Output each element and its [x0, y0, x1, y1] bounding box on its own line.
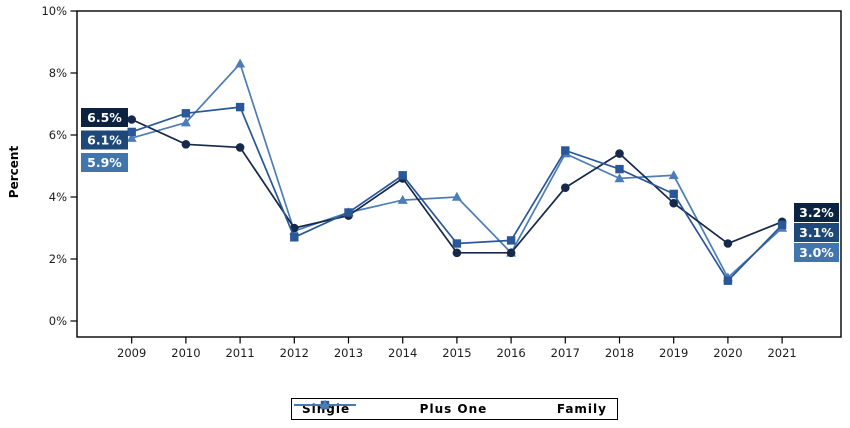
value-label-right-0: 3.2%	[799, 205, 834, 220]
x-axis-tick-label: 2009	[117, 346, 146, 360]
data-point-square-plus-one	[181, 109, 191, 118]
data-point-triangle-family	[180, 117, 191, 127]
data-point-circle-single	[452, 248, 462, 258]
data-point-triangle-family	[235, 58, 246, 68]
legend-label-plus-one: Plus One	[419, 402, 488, 416]
data-point-square-plus-one	[506, 236, 516, 245]
data-point-circle-single	[181, 140, 191, 149]
data-point-triangle-family	[126, 132, 137, 142]
value-label-box-right-1	[794, 223, 839, 242]
legend-marker-triangle-icon	[294, 399, 356, 409]
data-point-circle-single	[561, 183, 570, 192]
value-label-right-1: 3.1%	[799, 225, 834, 240]
x-axis-tick-label: 2011	[225, 346, 254, 360]
data-point-square-plus-one	[127, 127, 136, 137]
plot-frame	[76, 10, 842, 338]
value-label-box-left-1	[81, 130, 128, 150]
data-point-square-plus-one	[344, 208, 353, 217]
data-point-square-plus-one	[290, 233, 299, 242]
legend-item-family: Family	[294, 399, 607, 416]
x-axis-tick-label: 2010	[171, 346, 200, 360]
value-label-box-right-0	[794, 203, 839, 222]
x-axis-tick-label: 2019	[659, 346, 688, 360]
y-axis-tick-label: 8%	[49, 66, 67, 80]
data-point-triangle-family	[614, 173, 625, 183]
y-axis-tick-label: 0%	[49, 314, 67, 328]
data-point-square-plus-one	[669, 189, 678, 199]
data-point-circle-single	[615, 149, 624, 158]
data-point-circle-single	[506, 248, 516, 258]
data-point-circle-single	[127, 115, 136, 124]
data-point-circle-single	[235, 143, 245, 152]
x-axis-tick-label: 2017	[551, 346, 580, 360]
value-label-left-1: 6.1%	[87, 133, 122, 148]
data-point-triangle-family	[668, 170, 679, 180]
data-point-square-plus-one	[561, 146, 570, 155]
y-axis-tick-label: 6%	[49, 128, 67, 142]
data-point-square-plus-one	[235, 102, 245, 112]
data-point-square-plus-one	[452, 239, 462, 248]
legend-item-plus-one: Plus One	[294, 400, 488, 416]
data-point-triangle-family	[451, 191, 462, 201]
y-axis-tick-label: 10%	[41, 4, 67, 18]
value-label-box-left-0	[81, 108, 128, 127]
x-axis-tick-label: 2014	[388, 346, 417, 360]
data-point-circle-single	[723, 239, 733, 248]
x-axis-tick-label: 2020	[713, 346, 742, 360]
y-axis-tick-label: 4%	[49, 190, 67, 204]
value-label-right-2: 3.0%	[799, 245, 834, 260]
data-point-square-plus-one	[777, 220, 787, 230]
data-point-square-plus-one	[398, 171, 407, 180]
data-point-triangle-family	[397, 194, 408, 204]
chart-legend: Single Plus One Family	[291, 398, 618, 420]
data-point-square-plus-one	[723, 276, 733, 285]
value-label-left-2: 5.9%	[87, 155, 122, 170]
x-axis-tick-label: 2015	[442, 346, 471, 360]
value-label-box-right-2	[794, 243, 839, 262]
value-label-box-left-2	[81, 153, 128, 172]
data-point-circle-single	[669, 198, 678, 208]
x-axis-tick-label: 2013	[334, 346, 363, 360]
y-axis-title: Percent	[7, 146, 21, 199]
x-axis-tick-label: 2021	[767, 346, 796, 360]
value-label-left-0: 6.5%	[87, 110, 122, 125]
x-axis-tick-label: 2018	[605, 346, 634, 360]
legend-label-family: Family	[556, 402, 607, 416]
x-axis-tick-label: 2012	[280, 346, 309, 360]
x-axis-tick-label: 2016	[496, 346, 525, 360]
data-point-square-plus-one	[615, 164, 624, 174]
y-axis-tick-label: 2%	[49, 252, 67, 266]
